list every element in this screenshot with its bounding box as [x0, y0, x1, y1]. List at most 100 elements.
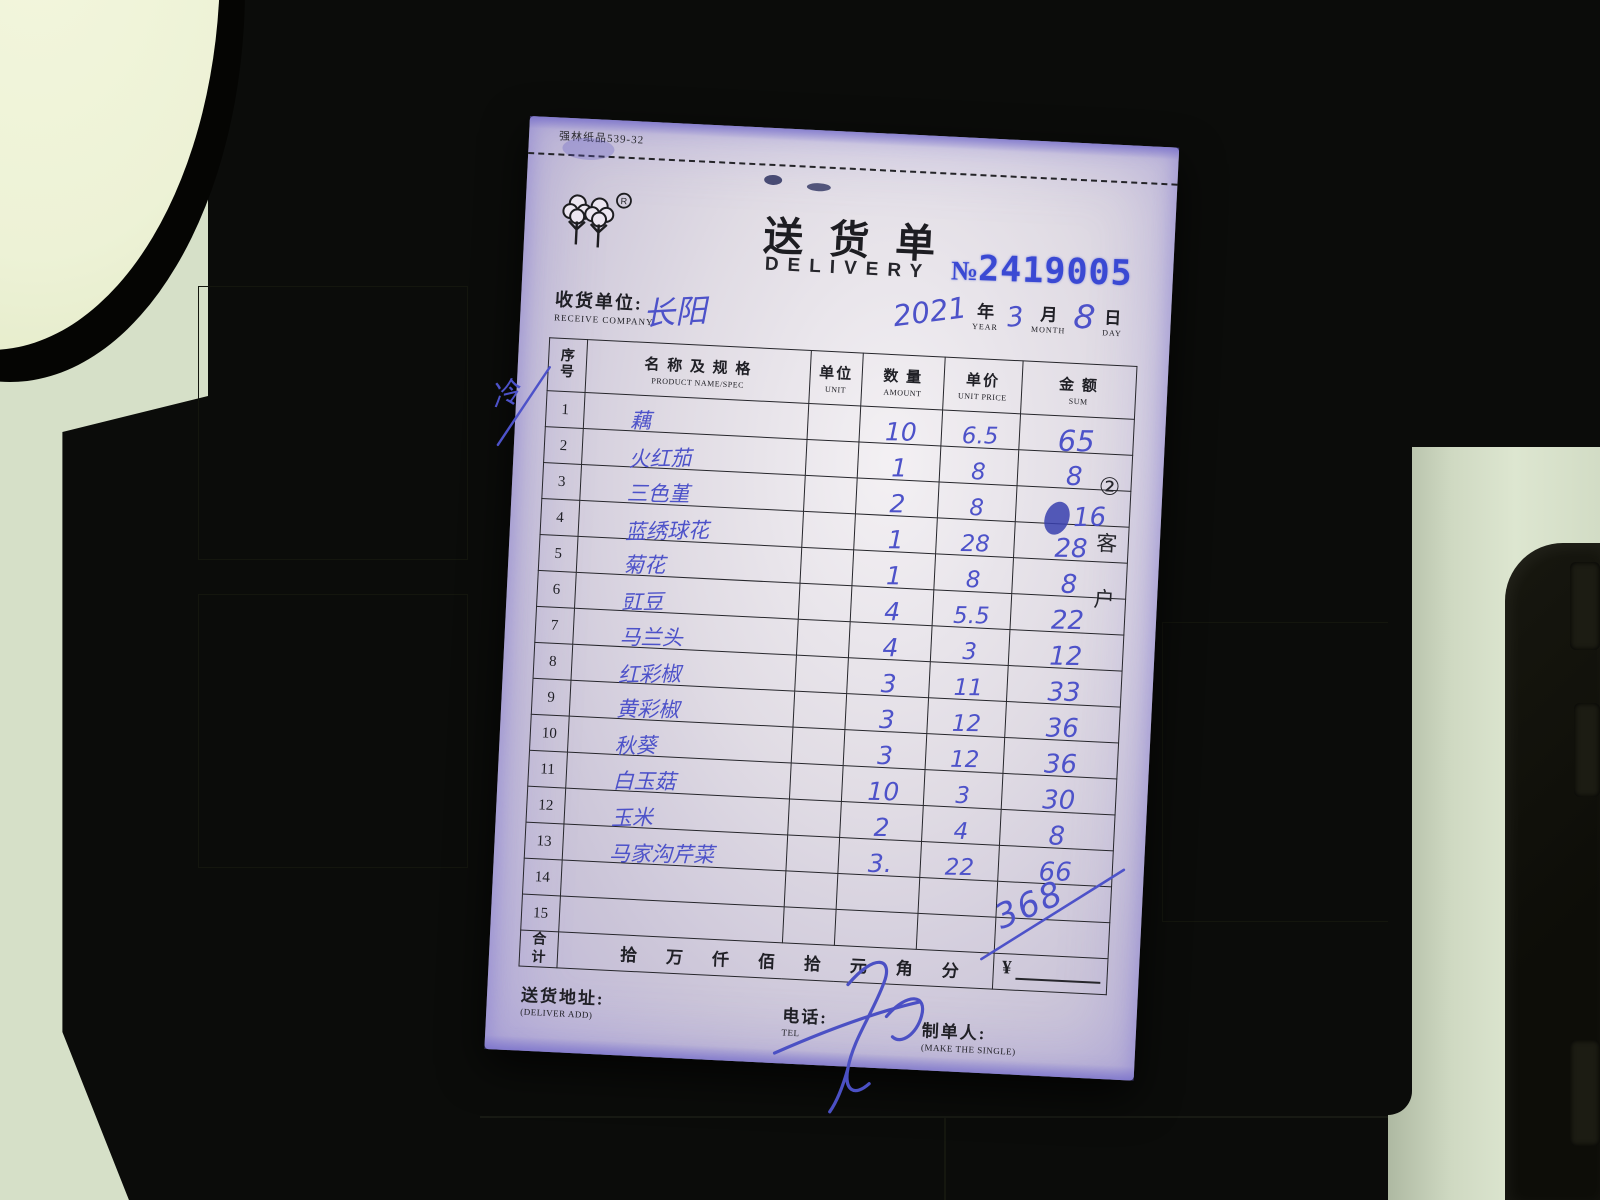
cell-amount: 3. [837, 837, 922, 878]
cell-amount: 1 [857, 441, 941, 483]
cell-price: 6.5 [940, 410, 1021, 450]
cell-unit [796, 619, 851, 658]
cell-price: 8 [933, 553, 1014, 594]
cell-unit [801, 511, 856, 550]
cell-unit [798, 583, 852, 622]
cell-price: 12 [926, 697, 1007, 738]
header-price: 单价 UNIT PRICE [942, 357, 1024, 414]
keyboard-key [1570, 1040, 1600, 1146]
cell-price [918, 877, 998, 918]
cell-price: 22 [919, 841, 1000, 882]
board-panel-seam [198, 286, 468, 560]
amount-word: 佰 [757, 952, 776, 972]
cell-no: 10 [529, 714, 570, 753]
cell-no: 15 [520, 894, 561, 932]
cell-unit [784, 870, 838, 910]
receive-company-value: 长阳 [641, 291, 708, 334]
cell-unit [782, 906, 837, 946]
copy-char: 客 [1095, 531, 1118, 557]
keyboard-key [1570, 562, 1600, 650]
cell-amount: 3 [843, 729, 927, 770]
cell-unit [785, 834, 840, 874]
cell-price: 5.5 [932, 589, 1012, 630]
yen-sign: ¥ [1001, 956, 1012, 979]
date-month-label: 月 MONTH [1030, 305, 1066, 336]
cell-sum: 65 [1018, 413, 1135, 458]
date-day-value: 8 [1071, 296, 1098, 338]
receive-company-label: 收货单位: RECEIVE COMPANY [553, 289, 654, 328]
cell-price: 12 [925, 733, 1005, 774]
ink-smudge [764, 174, 783, 185]
tel-label: 电话: TEL [781, 1006, 829, 1039]
copy-badge: ② [1098, 474, 1121, 502]
delivery-note-paper: 强林纸品539-32 R 送货单 DELIVERY №2419005 收 [484, 116, 1180, 1114]
ink-smudge [806, 183, 831, 192]
cell-unit [789, 763, 844, 802]
cell-price: 3 [923, 769, 1003, 810]
cell-no: 2 [543, 426, 584, 465]
board-edge [1388, 447, 1412, 1115]
cell-no: 12 [526, 786, 566, 825]
cell-amount: 10 [841, 765, 926, 806]
cell-no: 11 [527, 750, 568, 789]
cell-unit [803, 475, 858, 514]
cell-no: 9 [531, 678, 571, 717]
cell-amount: 2 [855, 477, 940, 519]
cell-unit [807, 403, 861, 442]
paper-edge-tint [484, 1034, 1135, 1081]
amount-word: 仟 [711, 949, 730, 970]
cell-amount: 1 [851, 549, 936, 590]
cell-no: 4 [540, 498, 580, 537]
cell-unit [787, 798, 842, 838]
serial-number-stamp: №2419005 [950, 248, 1134, 295]
amount-word: 分 [941, 961, 960, 981]
header-unit: 单位 UNIT [808, 350, 864, 407]
cell-unit [799, 547, 854, 586]
cell-unit [791, 727, 845, 766]
board-panel-seam [198, 594, 468, 868]
cell-price: 28 [935, 517, 1016, 558]
amount-word: 角 [895, 958, 914, 979]
no-label: № [950, 255, 979, 287]
header-no: 序号 [547, 337, 588, 393]
margin-note-handwriting: 冷 [487, 374, 524, 414]
cell-price: 11 [928, 661, 1009, 702]
brand-tree-logo-icon: R [559, 188, 638, 259]
cell-amount: 2 [839, 801, 924, 842]
cell-no: 8 [533, 642, 573, 681]
cell-amount: 1 [853, 513, 938, 554]
cell-unit [792, 691, 847, 730]
cell-unit [805, 439, 859, 478]
paper-print-code: 强林纸品539-32 [558, 130, 645, 147]
cell-no: 6 [536, 570, 577, 609]
date-year-value: 2021 [891, 290, 969, 334]
table-body: 1 藕 10 6.5 65 2 火红茄 1 8 8 3 三色堇 2 8 16 4 蓝绣球花 1 28 28 5 菊花 1 8 8… [520, 390, 1135, 959]
header-amount: 数 量 AMOUNT [860, 353, 946, 411]
cell-amount: 3 [846, 657, 931, 698]
cell-price: 8 [937, 481, 1018, 522]
board-seam [480, 1116, 1392, 1118]
cell-amount: 4 [850, 585, 934, 626]
board-seam [944, 1118, 946, 1200]
amount-blank-line [1014, 963, 1102, 984]
date-month-value: 3 [1004, 301, 1025, 334]
cell-price: 3 [930, 625, 1010, 666]
cell-amount [836, 873, 920, 914]
amount-word: 拾 [619, 945, 638, 966]
currency-cell: ¥ [992, 953, 1109, 995]
date-day-label: 日 DAY [1102, 308, 1123, 339]
svg-text:R: R [620, 196, 627, 206]
cell-no: 3 [541, 462, 582, 501]
date-line: 2021 年 YEAR 3 月 MONTH 8 日 DAY [891, 288, 1123, 339]
keyboard-key [1574, 703, 1600, 797]
perforation-line [528, 151, 1178, 186]
cell-no: 14 [522, 858, 563, 896]
header-sum: 金 额 SUM [1020, 360, 1137, 420]
cell-unit [794, 655, 849, 694]
amount-word: 万 [665, 947, 684, 968]
cell-amount [834, 909, 919, 950]
no-value: 2419005 [977, 249, 1134, 295]
maker-label: 制单人: (MAKE THE SINGLE) [920, 1021, 1016, 1057]
deliver-address-label: 送货地址: (DELIVER ADD) [519, 985, 606, 1021]
